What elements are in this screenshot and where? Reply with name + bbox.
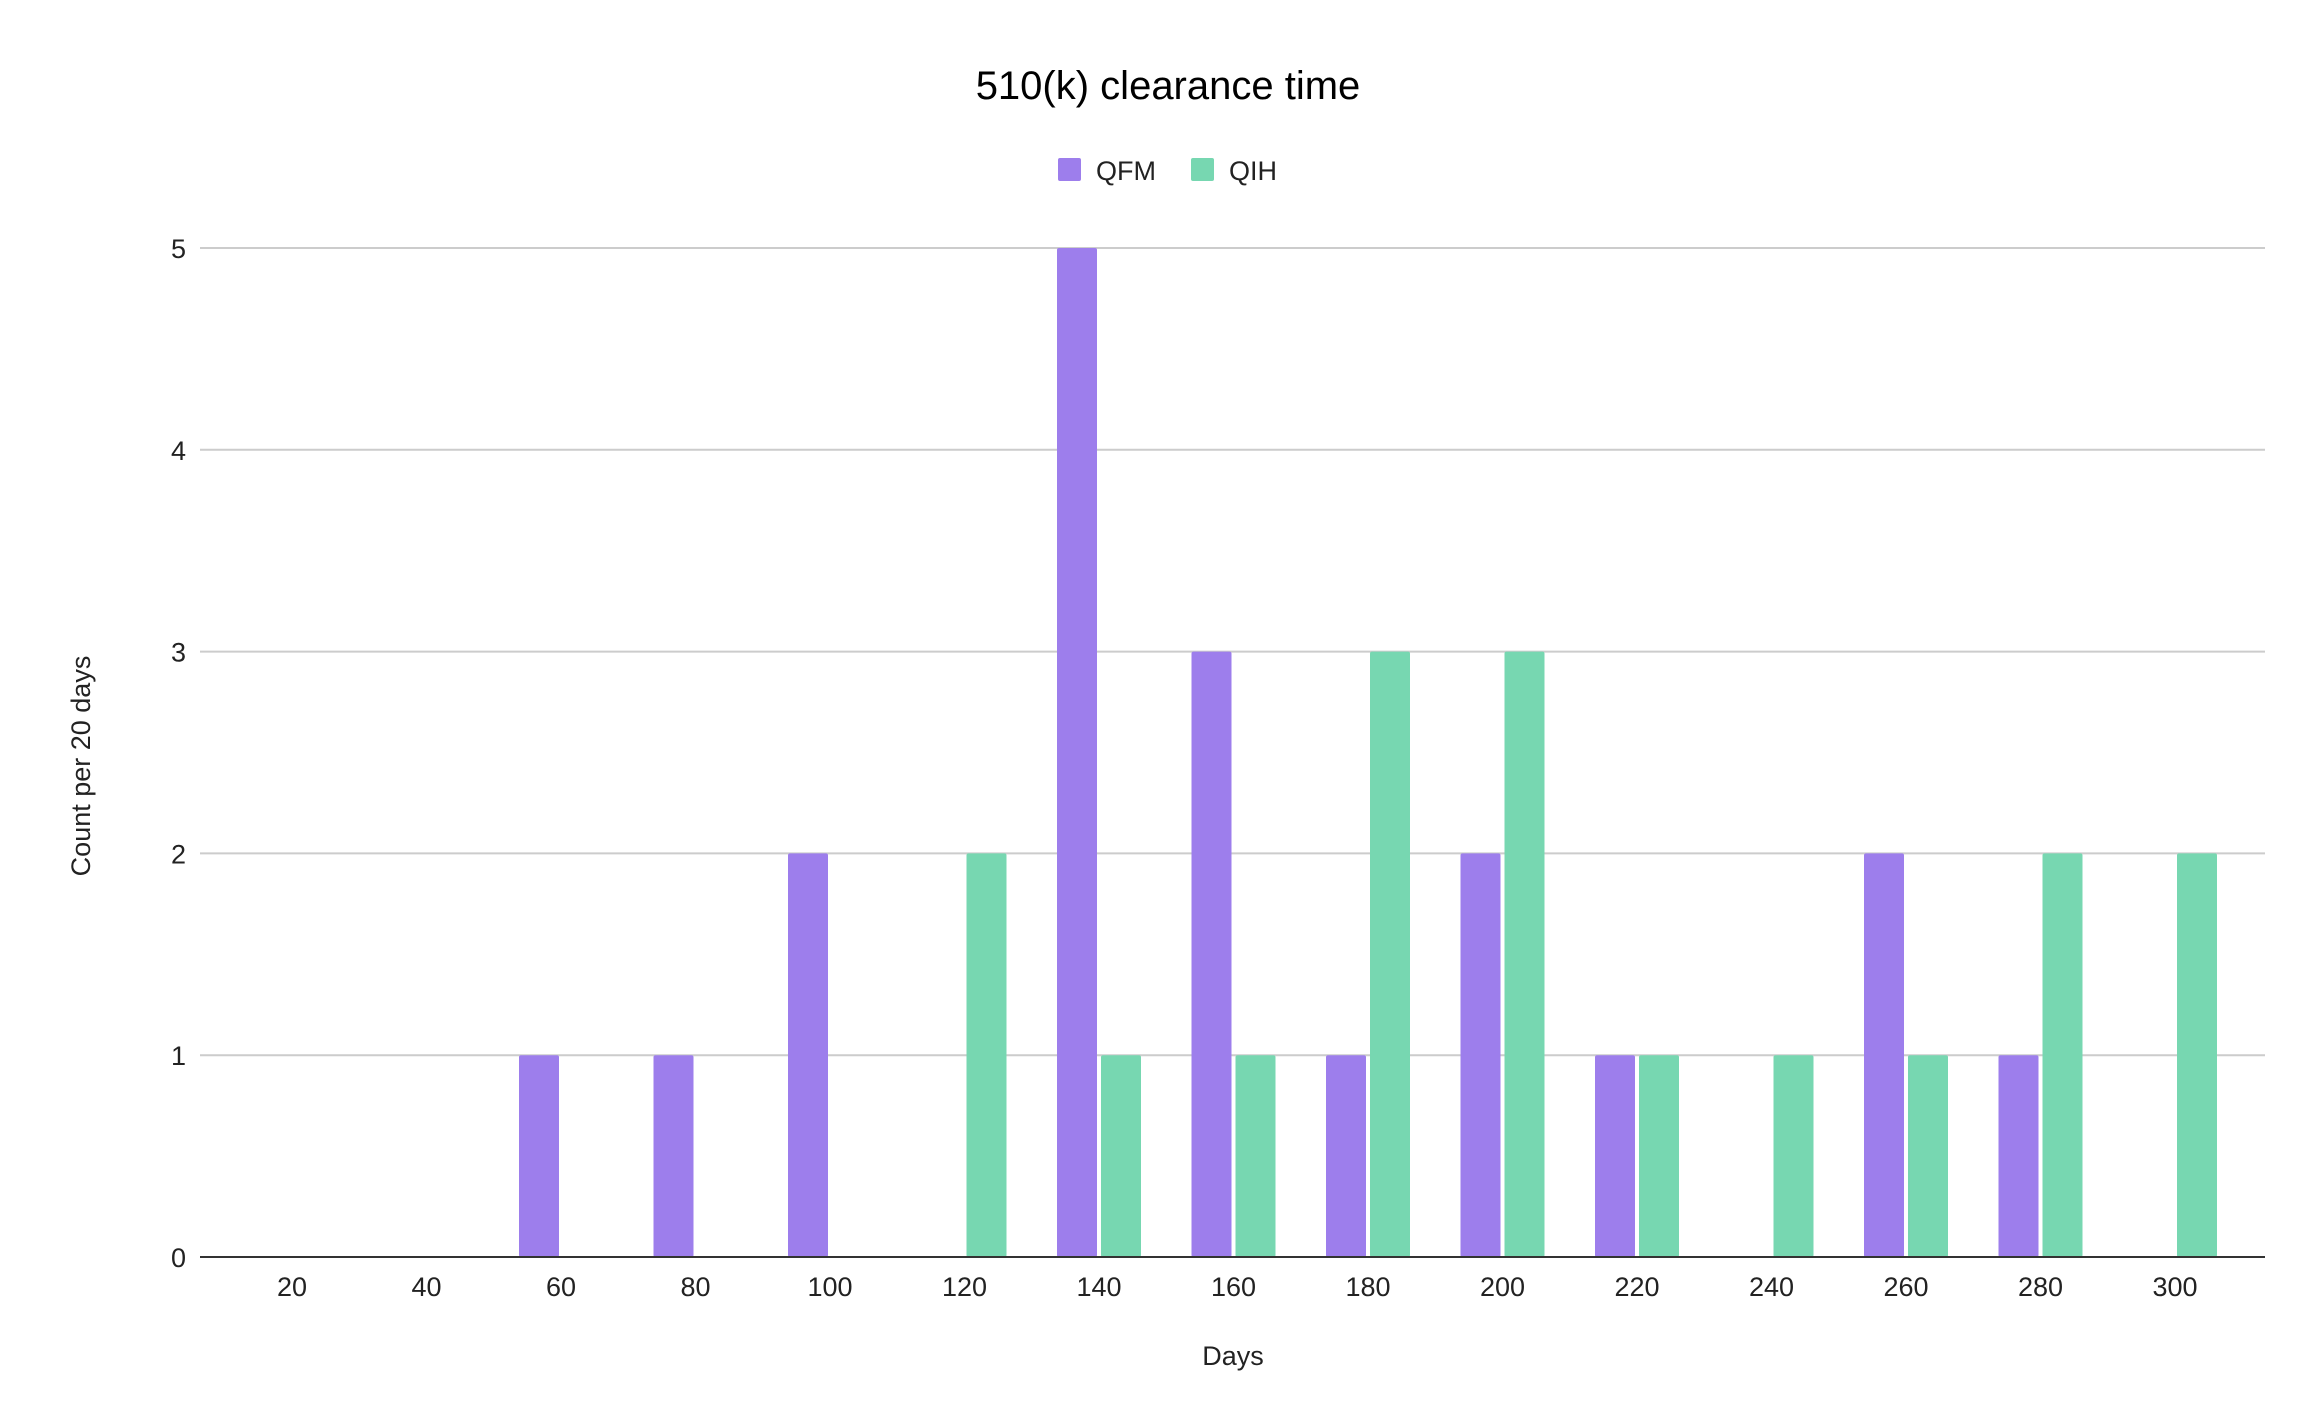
bar-qih-180 [1370,651,1410,1257]
bar-qih-280 [2042,853,2083,1257]
x-tick-label: 20 [277,1272,307,1302]
legend-label-qfm: QFM [1096,156,1156,186]
chart-title: 510(k) clearance time [976,64,1361,108]
bar-qfm-180 [1326,1055,1366,1257]
bar-qih-240 [1773,1055,1814,1257]
bar-qih-140 [1101,1055,1141,1257]
bar-qih-260 [1908,1055,1948,1257]
bar-qih-160 [1235,1055,1276,1257]
x-tick-label: 100 [807,1272,852,1302]
legend-swatch-qfm [1058,158,1081,181]
x-tick-label: 300 [2152,1272,2197,1302]
bar-qih-200 [1504,651,1545,1257]
x-tick-label: 60 [546,1272,576,1302]
x-axis-ticks: 20 40 60 80 100 120 140 160 180 200 220 240 260 280 30… [277,1272,2198,1302]
x-tick-label: 240 [1749,1272,1794,1302]
y-tick-label: 0 [171,1243,186,1273]
bar-qih-300 [2177,853,2217,1257]
bar-qfm-200 [1460,853,1501,1257]
x-tick-label: 280 [2018,1272,2063,1302]
x-tick-label: 180 [1345,1272,1390,1302]
x-tick-label: 220 [1614,1272,1659,1302]
bar-qfm-140 [1057,248,1097,1257]
bar-qih-220 [1639,1055,1679,1257]
bar-qfm-220 [1595,1055,1635,1257]
x-tick-label: 160 [1211,1272,1256,1302]
x-tick-label: 140 [1076,1272,1121,1302]
bars [519,248,2217,1257]
bar-qfm-280 [1998,1055,2039,1257]
y-tick-label: 4 [171,436,186,466]
y-axis-title: Count per 20 days [66,656,96,877]
gridlines [200,247,2265,1057]
x-tick-label: 80 [680,1272,710,1302]
y-tick-label: 1 [171,1041,186,1071]
legend-label-qih: QIH [1229,156,1277,186]
bar-qfm-260 [1864,853,1904,1257]
x-tick-label: 260 [1883,1272,1928,1302]
x-tick-label: 200 [1480,1272,1525,1302]
bar-qfm-60 [519,1055,559,1257]
bar-qfm-160 [1191,651,1232,1257]
legend-swatch-qih [1191,158,1214,181]
x-tick-label: 40 [411,1272,441,1302]
bar-qfm-80 [653,1055,694,1257]
x-tick-label: 120 [942,1272,987,1302]
y-tick-label: 2 [171,839,186,869]
x-axis-title: Days [1202,1341,1264,1371]
y-tick-label: 3 [171,638,186,668]
legend: QFM QIH [1058,156,1277,186]
y-axis-ticks: 0 1 2 3 4 5 [171,234,186,1273]
bar-qih-120 [966,853,1007,1257]
bar-qfm-100 [788,853,828,1257]
y-tick-label: 5 [171,234,186,264]
